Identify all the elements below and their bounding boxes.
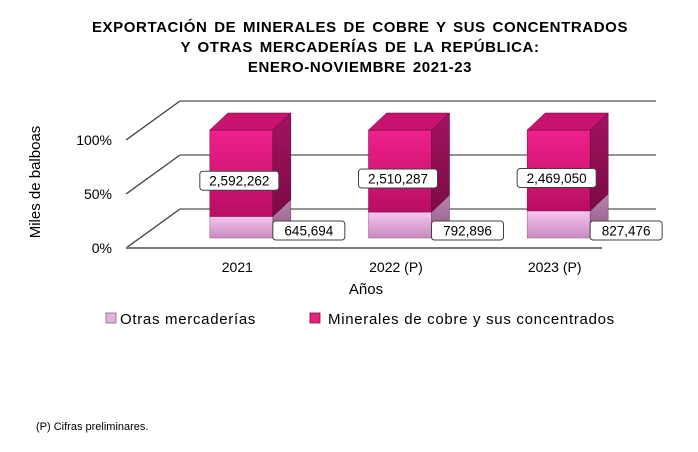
bar-minerales-de-cobre-side: [272, 112, 292, 218]
grid-diagonal: [125, 208, 181, 249]
x-tick-label: 2022 (P): [369, 259, 423, 275]
data-label-text: 2,592,262: [209, 174, 269, 189]
bar-minerales-de-cobre-top: [526, 112, 609, 131]
y-axis-label: Miles de balboas: [27, 126, 44, 239]
bar-minerales-de-cobre-top: [367, 112, 451, 131]
data-label-box: [272, 220, 346, 241]
legend: Otras mercaderías Minerales de cobre y s…: [105, 311, 615, 328]
data-label-box: [431, 220, 504, 241]
data-label-box: [516, 167, 597, 188]
chart-title-line-1: EXPORTACIÓN DE MINERALES DE COBRE Y SUS …: [91, 19, 629, 36]
data-label-minerales-de-cobre: 2,469,050: [516, 167, 597, 188]
legend-label-minerales-de-cobre: Minerales de cobre y sus concentrados: [328, 311, 615, 328]
grid-diagonal: [125, 100, 181, 141]
data-label-minerales-de-cobre: 2,510,287: [358, 168, 438, 189]
legend-label-otras-mercaderias: Otras mercaderías: [120, 311, 256, 328]
y-tick-label: 100%: [76, 132, 112, 148]
chart-title-line-2: Y OTRAS MERCADERÍAS DE LA REPÚBLICA:: [180, 39, 540, 56]
data-label-text: 792,896: [443, 224, 492, 239]
bar-otras-mercaderias-front: [209, 216, 274, 239]
data-label-otras-mercaderias: 792,896: [431, 220, 504, 241]
bar-otras-mercaderias-front: [526, 210, 591, 239]
footnote: (P) Cifras preliminares.: [36, 421, 149, 433]
legend-swatch-minerales-de-cobre: [309, 312, 321, 324]
data-label-text: 645,694: [284, 224, 333, 239]
data-label-text: 2,469,050: [527, 171, 587, 186]
data-label-box: [358, 168, 438, 189]
bar-minerales-de-cobre-top: [209, 112, 292, 131]
data-label-box: [199, 170, 280, 191]
grid-diagonal: [125, 154, 181, 195]
chart-title: EXPORTACIÓN DE MINERALES DE COBRE Y SUS …: [40, 18, 680, 78]
data-label-otras-mercaderias: 827,476: [589, 220, 663, 241]
data-label-text: 827,476: [602, 224, 651, 239]
bar-minerales-de-cobre-side: [431, 112, 450, 213]
data-label-text: 2,510,287: [368, 172, 428, 187]
data-label-box: [589, 220, 663, 241]
x-axis-label: Años: [349, 281, 383, 298]
y-tick-label: 0%: [92, 240, 112, 256]
x-tick-label: 2023 (P): [528, 259, 582, 275]
bar-otras-mercaderias-front: [368, 211, 432, 239]
data-label-minerales-de-cobre: 2,592,262: [199, 170, 280, 191]
chart-title-line-3: ENERO-NOVIEMBRE 2021-23: [247, 59, 473, 76]
legend-swatch-otras-mercaderias: [105, 312, 117, 324]
x-tick-label: 2021: [222, 259, 253, 275]
y-tick-label: 50%: [84, 186, 112, 202]
data-label-otras-mercaderias: 645,694: [272, 220, 346, 241]
